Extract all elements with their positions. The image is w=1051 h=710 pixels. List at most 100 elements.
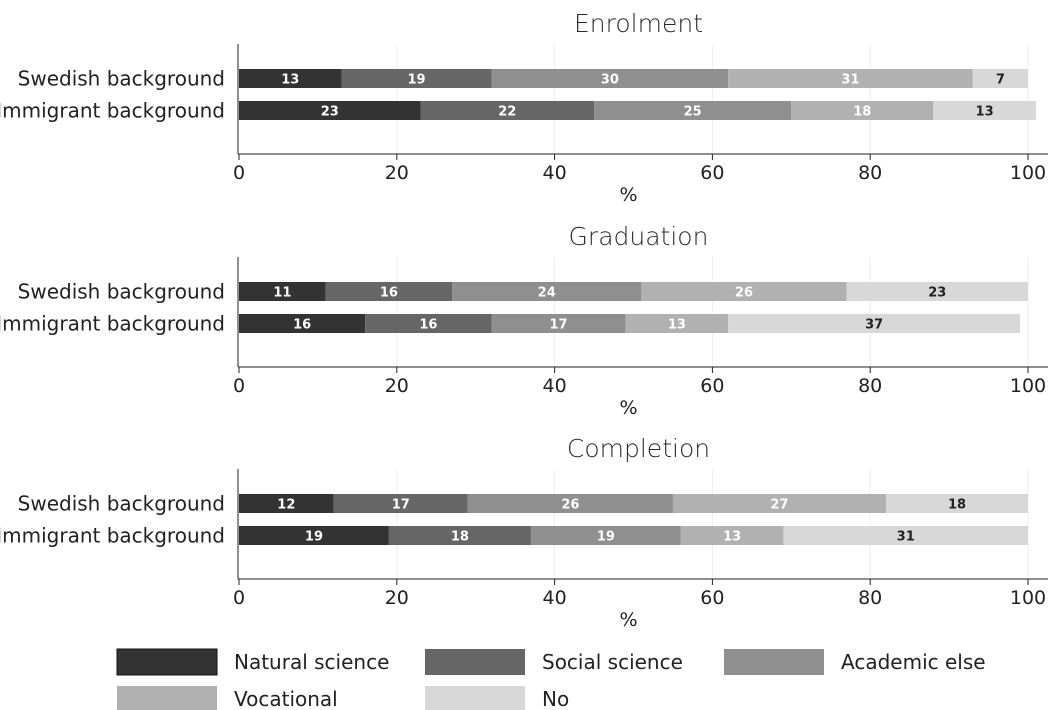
x-tick-label: 40	[543, 375, 567, 397]
bar-segment	[341, 69, 492, 88]
legend-swatch	[425, 649, 525, 675]
data-label: 7	[996, 73, 1005, 88]
bar-segment	[239, 282, 326, 301]
bar-segment	[641, 282, 847, 301]
x-tick-label: 100	[1010, 162, 1046, 184]
x-tick-label: 40	[543, 587, 567, 609]
legend-label: Academic else	[841, 650, 986, 674]
category-label: Swedish background	[18, 67, 225, 91]
data-label: 16	[380, 286, 398, 301]
data-label: 18	[853, 105, 871, 120]
data-label: 18	[451, 530, 469, 545]
legend-swatch	[117, 686, 217, 710]
data-label: 37	[865, 318, 883, 333]
bar-segment	[239, 526, 389, 545]
data-label: 11	[273, 286, 291, 301]
x-tick-label: 20	[385, 587, 409, 609]
data-label: 30	[601, 73, 619, 88]
data-label: 13	[976, 105, 994, 120]
x-tick-label: 100	[1010, 587, 1046, 609]
x-tick-label: 20	[385, 162, 409, 184]
bar-segment	[672, 494, 886, 513]
data-label: 24	[538, 286, 556, 301]
legend-swatch	[116, 648, 218, 676]
x-tick-label: 60	[700, 587, 724, 609]
data-label: 22	[498, 105, 516, 120]
x-axis-title: %	[619, 184, 637, 206]
data-label: 26	[735, 286, 753, 301]
legend-swatch	[425, 686, 525, 710]
bar-segment	[239, 314, 366, 333]
x-tick-label: 80	[858, 162, 882, 184]
legend-label: Social science	[542, 650, 683, 674]
bar-segment	[388, 526, 531, 545]
category-label: Swedish background	[18, 280, 225, 304]
legend-label: Natural science	[234, 650, 389, 674]
bar-segment	[365, 314, 492, 333]
x-tick-label: 80	[858, 587, 882, 609]
data-label: 17	[549, 318, 567, 333]
x-tick-label: 20	[385, 375, 409, 397]
panel-title: Graduation	[569, 222, 709, 251]
panel-title: Enrolment	[574, 9, 703, 38]
data-label: 13	[723, 530, 741, 545]
category-label: Immigrant background	[0, 312, 225, 336]
data-label: 31	[897, 530, 915, 545]
legend-label: No	[542, 687, 569, 710]
x-tick-label: 60	[700, 375, 724, 397]
bar-segment	[530, 526, 681, 545]
bar-segment	[325, 282, 453, 301]
bar-segment	[452, 282, 642, 301]
data-label: 12	[277, 498, 295, 513]
bar-segment	[972, 69, 1028, 88]
data-label: 19	[305, 530, 323, 545]
data-label: 31	[841, 73, 859, 88]
data-label: 13	[668, 318, 686, 333]
panel-title: Completion	[567, 434, 710, 463]
data-label: 17	[392, 498, 410, 513]
x-tick-label: 100	[1010, 375, 1046, 397]
x-tick-label: 40	[543, 162, 567, 184]
data-label: 18	[948, 498, 966, 513]
data-label: 16	[419, 318, 437, 333]
legend-swatch	[724, 649, 824, 675]
x-axis-title: %	[619, 397, 637, 419]
data-label: 13	[281, 73, 299, 88]
bar-segment	[728, 69, 973, 88]
x-tick-label: 0	[233, 162, 245, 184]
data-label: 19	[407, 73, 425, 88]
bar-segment	[491, 314, 626, 333]
bar-segment	[680, 526, 784, 545]
bar-segment	[625, 314, 729, 333]
category-label: Immigrant background	[0, 524, 225, 548]
legend-label: Vocational	[234, 687, 338, 710]
x-tick-label: 80	[858, 375, 882, 397]
bar-segment	[239, 69, 342, 88]
bar-segment	[333, 494, 468, 513]
bar-segment	[239, 101, 421, 120]
bar-segment	[420, 101, 595, 120]
bar-segment	[846, 282, 1028, 301]
bar-segment	[791, 101, 934, 120]
bar-segment	[491, 69, 729, 88]
data-label: 16	[293, 318, 311, 333]
data-label: 25	[684, 105, 702, 120]
x-tick-label: 60	[700, 162, 724, 184]
bar-segment	[594, 101, 792, 120]
category-label: Swedish background	[18, 492, 225, 516]
data-label: 23	[928, 286, 946, 301]
bar-segment	[885, 494, 1028, 513]
bar-segment	[239, 494, 334, 513]
x-tick-label: 0	[233, 587, 245, 609]
x-axis-title: %	[619, 609, 637, 631]
category-label: Immigrant background	[0, 99, 225, 123]
data-label: 23	[321, 105, 339, 120]
bar-segment	[933, 101, 1036, 120]
data-label: 19	[597, 530, 615, 545]
bar-segment	[467, 494, 673, 513]
x-tick-label: 0	[233, 375, 245, 397]
bar-segment	[728, 314, 1021, 333]
bar-segment	[783, 526, 1028, 545]
